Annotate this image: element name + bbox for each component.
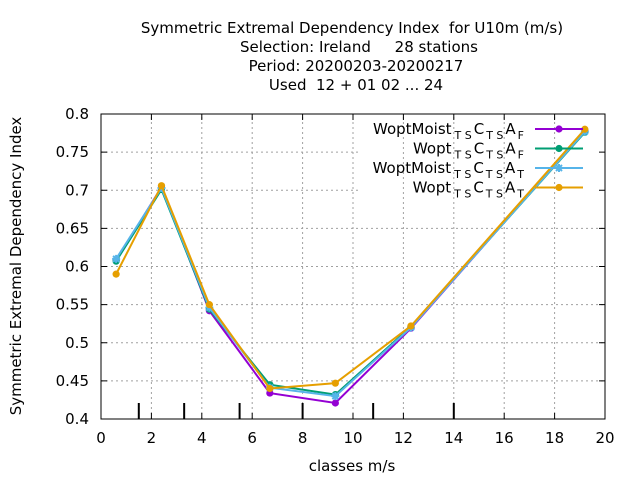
data-point [555,164,563,172]
title-line-4: Used 12 + 01 02 ... 24 [269,76,443,94]
title-line-1: Symmetric Extremal Dependency Index for … [141,19,563,37]
y-tick-label: 0.7 [65,181,89,199]
data-point [331,399,339,407]
data-point [205,301,213,309]
y-tick-label: 0.5 [65,334,89,352]
chart-title: Symmetric Extremal Dependency Index for … [141,19,563,94]
x-tick-label: 6 [247,429,257,447]
y-tick-label: 0.8 [65,105,89,123]
x-tick-label: 16 [495,429,514,447]
y-tick-label: 0.6 [65,258,89,276]
x-tick-label: 4 [197,429,207,447]
grid [101,114,605,419]
x-tick-label: 2 [147,429,157,447]
x-tick-label: 8 [298,429,308,447]
y-tick-label: 0.4 [65,410,89,428]
x-axis-ticks: 0 2 4 6 8 10 12 14 16 18 20 [96,114,615,447]
x-tick-label: 12 [394,429,413,447]
class-limit-marks [137,403,455,419]
series-group [112,125,589,407]
data-point [555,183,563,192]
data-point [581,125,589,133]
data-point [266,384,274,393]
x-tick-label: 14 [444,429,463,447]
data-point [112,254,121,263]
y-tick-label: 0.55 [56,296,89,314]
data-point [407,322,415,330]
y-axis-label: Symmetric Extremal Dependency Index [7,117,25,416]
data-point [555,125,563,133]
data-point [157,182,166,190]
data-point [331,379,339,387]
y-axis-ticks: 0.4 0.45 0.5 0.55 0.6 0.65 0.7 0.75 0.8 [56,105,605,428]
x-tick-label: 0 [96,429,106,447]
y-tick-label: 0.65 [56,219,89,237]
x-tick-label: 20 [595,429,614,447]
x-axis-label: classes m/s [309,457,396,475]
y-tick-label: 0.75 [56,143,89,161]
title-line-3: Period: 20200203-20200217 [249,57,464,75]
series-4 [112,125,589,393]
y-tick-label: 0.45 [56,372,89,390]
title-line-2: Selection: Ireland 28 stations [240,38,478,56]
data-point [555,144,563,153]
x-tick-label: 18 [545,429,564,447]
data-point [112,270,120,278]
x-tick-label: 10 [343,429,362,447]
data-point [331,392,340,401]
